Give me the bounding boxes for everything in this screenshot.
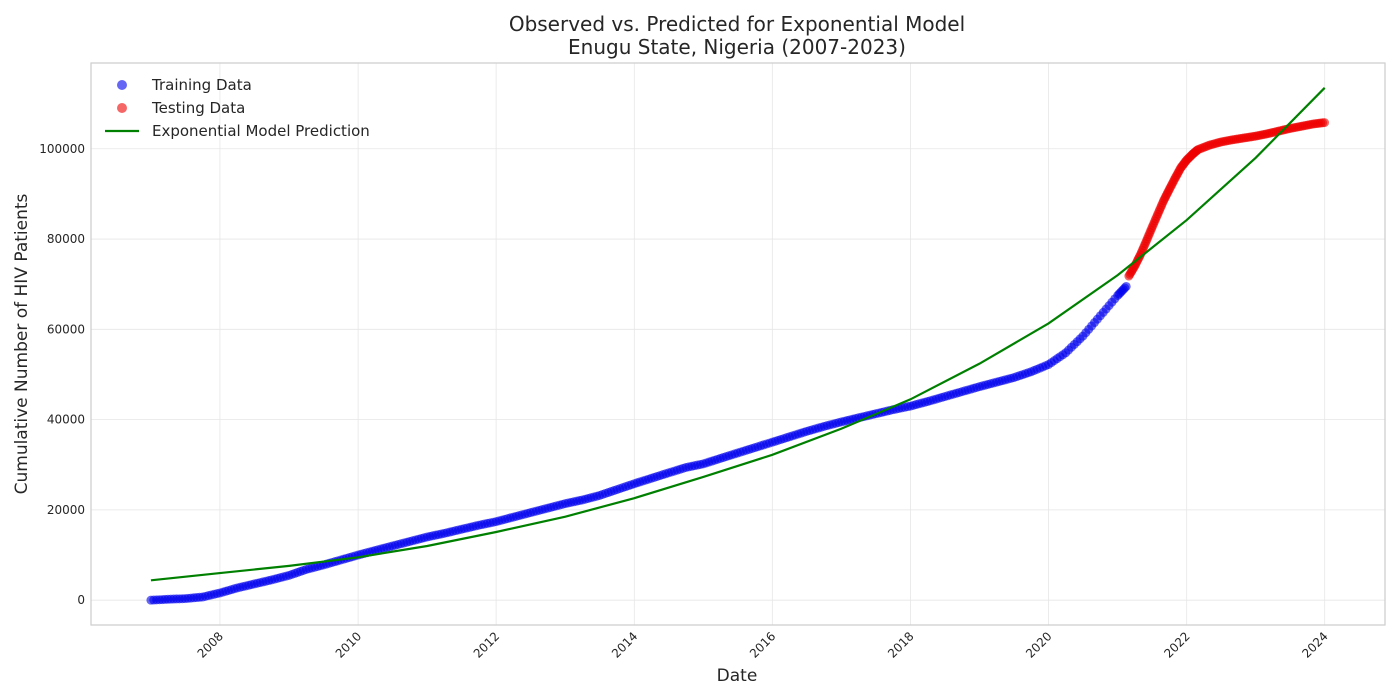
y-tick-labels: 0 20000 40000 60000 80000 100000 xyxy=(39,142,85,607)
y-tick-label: 20000 xyxy=(47,503,85,517)
x-tick-label: 2014 xyxy=(609,629,640,660)
legend: Training Data Testing Data Exponential Mod… xyxy=(105,76,370,140)
series-exponential-model-prediction xyxy=(150,87,1326,582)
data-point-fill xyxy=(1092,314,1102,324)
legend-label: Training Data xyxy=(151,76,252,94)
x-axis-label: Date xyxy=(717,666,758,686)
legend-item: Testing Data xyxy=(117,99,245,117)
x-tick-label: 2012 xyxy=(471,629,502,660)
legend-item: Exponential Model Prediction xyxy=(105,122,370,140)
chart-subtitle: Enugu State, Nigeria (2007-2023) xyxy=(568,35,906,59)
y-axis-label: Cumulative Number of HIV Patients xyxy=(12,193,32,494)
x-tick-label: 2018 xyxy=(885,629,916,660)
data-point-fill xyxy=(1120,283,1130,293)
series-layer xyxy=(146,87,1330,605)
x-tick-label: 2008 xyxy=(195,629,226,660)
y-tick-label: 100000 xyxy=(39,142,85,156)
chart-title: Observed vs. Predicted for Exponential M… xyxy=(509,12,965,36)
data-point-fill xyxy=(1075,334,1085,344)
x-tick-label: 2010 xyxy=(333,629,364,660)
legend-label: Exponential Model Prediction xyxy=(152,122,370,140)
x-tick-label: 2024 xyxy=(1299,629,1330,660)
grid-lines xyxy=(91,63,1385,625)
y-tick-label: 40000 xyxy=(47,413,85,427)
legend-label: Testing Data xyxy=(151,99,245,117)
series-training-data xyxy=(146,281,1131,605)
x-tick-label: 2022 xyxy=(1161,629,1192,660)
legend-marker-swatch xyxy=(117,103,127,113)
prediction-line xyxy=(150,87,1326,582)
data-point-fill xyxy=(1318,118,1328,128)
series-testing-data xyxy=(1124,118,1330,281)
y-tick-label: 60000 xyxy=(47,322,85,336)
y-tick-label: 0 xyxy=(77,593,85,607)
legend-marker-swatch xyxy=(117,80,127,90)
plot-frame xyxy=(90,62,1386,626)
y-tick-label: 80000 xyxy=(47,232,85,246)
x-tick-label: 2020 xyxy=(1023,629,1054,660)
legend-item: Training Data xyxy=(117,76,252,94)
x-tick-label: 2016 xyxy=(747,629,778,660)
x-tick-labels: 2008 2010 2012 2014 2016 2018 2020 2022 2024 xyxy=(195,629,1331,660)
